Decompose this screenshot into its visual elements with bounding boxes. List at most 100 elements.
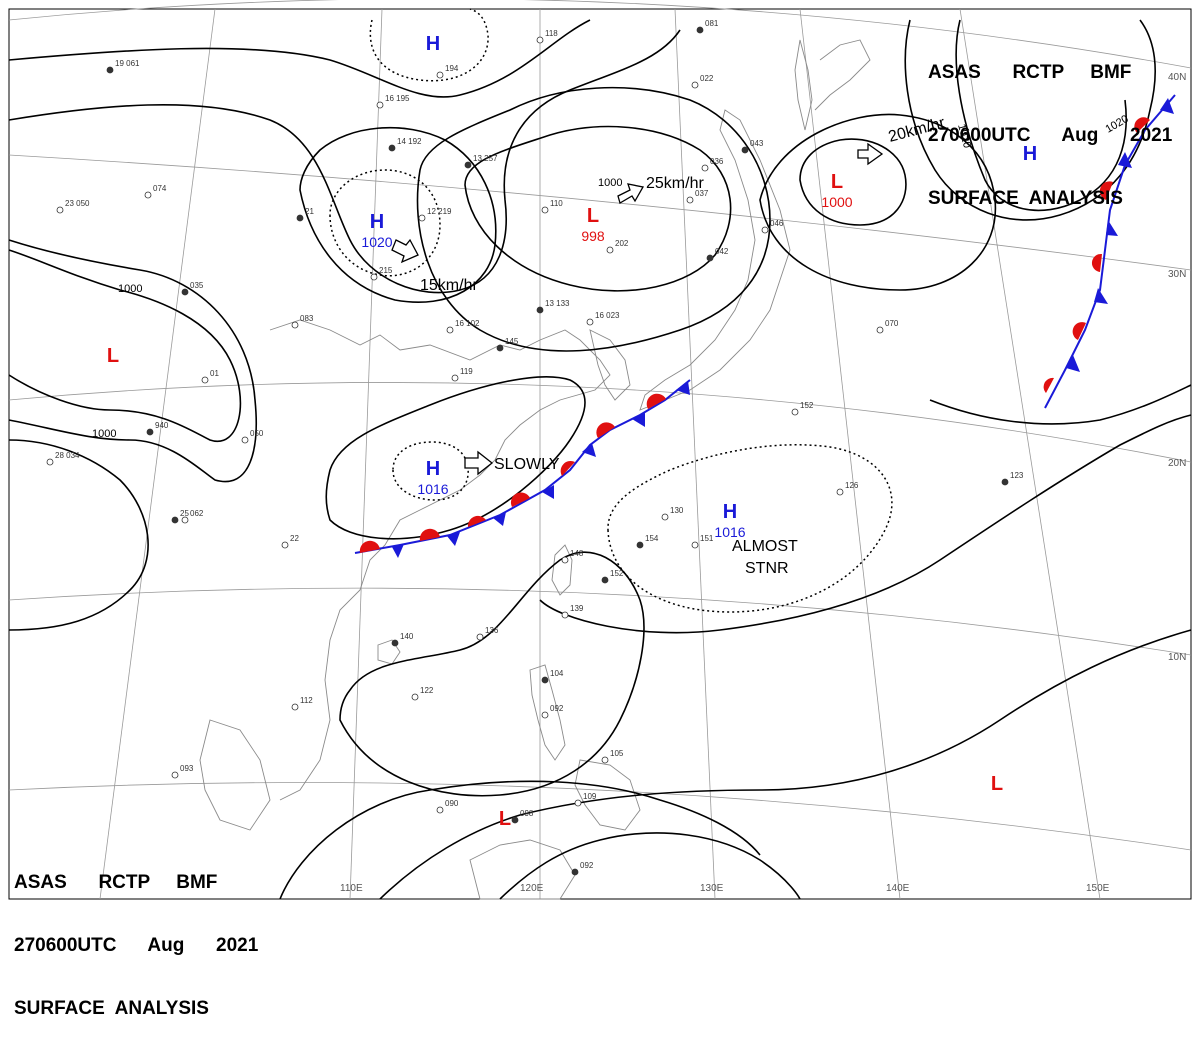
stationary-front [354, 379, 691, 558]
isobar [759, 113, 997, 291]
motion-label: 15km/hr [420, 277, 478, 294]
graticule [8, 0, 1192, 900]
station-plot-value: 022 [700, 74, 714, 83]
station-circle [741, 146, 749, 154]
station-circle [696, 26, 704, 34]
footer-line-3: SURFACE ANALYSIS [14, 998, 209, 1019]
isobar [8, 249, 242, 443]
longitude-label-150e: 150E [1086, 883, 1110, 894]
isobar [325, 376, 586, 540]
front-line [1044, 94, 1176, 409]
warm-front-semicircle [646, 393, 666, 409]
pressure-value: 1020 [361, 234, 392, 250]
cold-front-triangle [1118, 152, 1132, 168]
station-circle [686, 196, 694, 204]
station-circle [536, 36, 544, 44]
station-circle [171, 771, 179, 779]
station-plot-value: 043 [750, 139, 764, 148]
low-pressure-marker: L [107, 345, 119, 367]
station-circle [561, 556, 569, 564]
station-plot-value: 16 102 [455, 319, 480, 328]
station-circle [691, 81, 699, 89]
isobar [8, 239, 258, 483]
station-plot-value: 13 257 [473, 154, 498, 163]
isobar [8, 19, 591, 98]
station-circle [436, 71, 444, 79]
station-plot-value: 074 [153, 184, 167, 193]
station-circle [388, 144, 396, 152]
warm-front-semicircle [1043, 377, 1054, 393]
latitude-label-30n: 30N [1168, 269, 1186, 280]
map-frame [8, 8, 1192, 900]
station-plot-value: 16 195 [385, 94, 410, 103]
isobar [416, 86, 771, 352]
isobar [279, 780, 761, 900]
station-plot-value: 110 [550, 199, 563, 208]
arrow-icon [464, 450, 494, 476]
station-plot-value: 22 [290, 534, 299, 543]
isobar [339, 551, 645, 797]
dotted-isobar-high-1016-west [392, 441, 469, 501]
station-circle [411, 693, 419, 701]
station-plot-value: 194 [445, 64, 459, 73]
station-plot-value: 13 133 [545, 299, 570, 308]
station-plot-value: 126 [845, 481, 859, 490]
cold-front-triangle [1106, 220, 1118, 236]
movement-arrows [391, 142, 884, 476]
station-plot-value: 16 023 [595, 311, 620, 320]
station-plot-value: 046 [770, 219, 784, 228]
pressure-value: 1016 [417, 481, 448, 497]
station-plot-value: 122 [420, 686, 434, 695]
latitude-line-10n [8, 587, 1192, 656]
cold-front-triangle [1066, 355, 1080, 372]
station-circle [1001, 478, 1009, 486]
warm-front-semicircle [596, 422, 615, 438]
isobar [464, 125, 732, 292]
high-pressure-marker: H [1023, 143, 1037, 165]
station-circle [241, 436, 249, 444]
header-line-2: 270600UTC Aug 2021 [928, 125, 1173, 146]
station-plot-value: 28 034 [55, 451, 80, 460]
station-plot-value: 070 [885, 319, 899, 328]
station-circle [370, 273, 378, 281]
latitude-label-20n: 20N [1168, 458, 1186, 469]
high-pressure-marker: H [426, 33, 440, 55]
isobars [8, 19, 1192, 900]
station-plot-value: 139 [570, 604, 584, 613]
latitude-label-40n: 40N [1168, 72, 1186, 83]
header-line-1: ASAS RCTP BMF [928, 62, 1132, 83]
station-circle [606, 246, 614, 254]
isobar [539, 414, 1192, 634]
isobar [379, 629, 1192, 900]
station-circle [56, 206, 64, 214]
coastline-kamchatka-kurils [814, 39, 871, 111]
isobar [299, 126, 497, 303]
station-plot-value: 21 [305, 207, 314, 216]
station-circle [291, 703, 299, 711]
station-plot-value: 01 [210, 369, 219, 378]
latitude-line-20n [8, 382, 1192, 463]
station-circle [601, 576, 609, 584]
arrow-icon [617, 183, 645, 204]
arrow-icon [391, 238, 419, 264]
station-plot-value: 140 [400, 632, 414, 641]
station-plot-value: 092 [580, 861, 594, 870]
station-circle [144, 191, 152, 199]
station-plot-value: 090 [445, 799, 459, 808]
station-circle [601, 756, 609, 764]
station-circle [791, 408, 799, 416]
high-pressure-marker: H [370, 211, 384, 233]
station-circle [376, 101, 384, 109]
station-plot-value: 036 [710, 157, 724, 166]
coastline-indochina [199, 719, 271, 831]
longitude-line-100e [99, 8, 216, 900]
station-circle [691, 541, 699, 549]
isobar [799, 138, 907, 226]
station-plot-value: 119 [460, 367, 473, 376]
station-plot-value: 215 [379, 266, 393, 275]
warm-front-semicircle [1072, 322, 1086, 340]
footer-line-2: 270600UTC Aug 2021 [14, 935, 259, 956]
station-circle [541, 206, 549, 214]
station-circle [446, 326, 454, 334]
motion-label: SLOWLY [494, 456, 560, 473]
